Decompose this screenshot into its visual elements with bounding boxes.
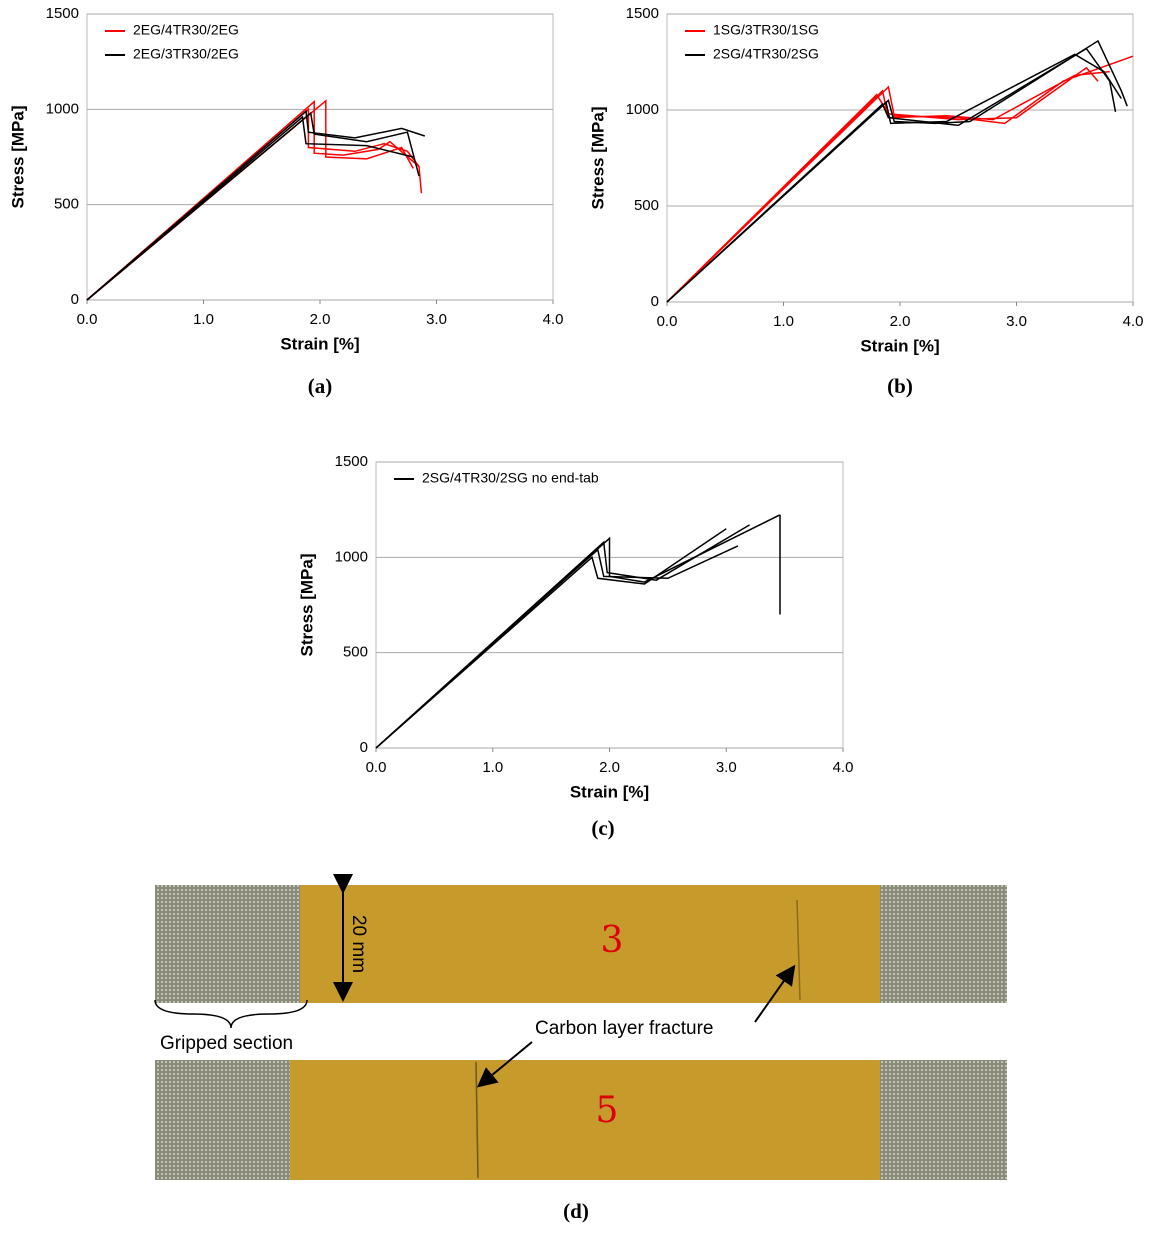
y-tick-label: 500 [634,197,659,214]
photo-panel: 20 mm Gripped section Carbon layer fract… [154,874,1007,1223]
legend-label: 2SG/4TR30/2SG [713,46,819,62]
y-tick-label: 0 [651,293,659,310]
grip-end [155,1060,290,1180]
curve [666,39,1128,303]
curve [86,99,414,301]
x-axis-title: Strain [%] [570,782,649,801]
specimen-mark: 5 [596,1090,619,1131]
panel-label: (b) [887,374,913,398]
y-tick-label: 500 [54,196,79,213]
y-tick-label: 1000 [46,100,79,117]
x-tick-label: 0.0 [77,311,98,328]
fracture-line [796,899,801,1001]
y-tick-label: 1500 [335,453,368,470]
panel-label: (a) [308,374,333,398]
curve [86,109,426,301]
x-tick-label: 4.0 [543,311,564,328]
grip-end [155,885,300,1003]
curve [666,70,1110,303]
plot-frame [375,461,844,749]
x-tick-label: 3.0 [1006,313,1027,330]
specimen-mark: 3 [601,920,624,961]
curve [375,514,781,749]
x-tick-label: 2.0 [599,759,620,776]
x-tick-label: 0.0 [366,759,387,776]
grip-label: Gripped section [160,1033,293,1054]
legend-label: 1SG/3TR30/1SG [713,22,819,38]
curve [666,53,1122,303]
y-tick-label: 1500 [46,5,79,22]
curve [666,66,1099,303]
x-axis-title: Strain [%] [860,336,939,355]
y-axis-title: Stress [MPa] [8,106,27,209]
y-tick-label: 1000 [626,101,659,118]
legend-label: 2SG/4TR30/2SG no end-tab [422,470,599,486]
specimen [155,1060,1007,1180]
fracture-label: Carbon layer fracture [535,1018,713,1039]
x-tick-label: 1.0 [773,313,794,330]
fracture-line [475,1061,479,1179]
x-tick-label: 2.0 [890,313,911,330]
curve [666,47,1117,303]
x-tick-label: 1.0 [482,759,503,776]
curve [375,524,750,749]
legend-label: 2EG/4TR30/2EG [133,22,239,38]
x-tick-label: 4.0 [833,759,854,776]
grip-end [880,885,1007,1003]
y-axis-title: Stress [MPa] [588,107,607,210]
x-tick-label: 0.0 [657,313,678,330]
legend-label: 2EG/3TR30/2EG [133,46,239,62]
arrow [476,1041,533,1088]
panel-label: (d) [563,1199,589,1223]
y-tick-label: 1500 [626,5,659,22]
arrow [754,964,796,1023]
x-tick-label: 4.0 [1123,313,1144,330]
curve [86,107,420,301]
y-tick-label: 0 [360,739,368,756]
y-axis-title: Stress [MPa] [297,554,316,657]
x-tick-label: 3.0 [426,311,447,328]
curve [86,100,423,301]
width-label: 20 mm [348,915,369,973]
curve [375,528,727,749]
panel-label: (c) [591,816,614,840]
y-tick-label: 1000 [335,548,368,565]
x-tick-label: 3.0 [716,759,737,776]
x-tick-label: 2.0 [310,311,331,328]
x-tick-label: 1.0 [193,311,214,328]
brace [154,999,308,1029]
y-tick-label: 0 [71,291,79,308]
curve [86,115,414,301]
y-tick-label: 500 [343,644,368,661]
curve [666,55,1134,303]
curve [86,111,420,301]
curve [375,545,739,749]
x-axis-title: Strain [%] [280,334,359,353]
grip-end [880,1060,1007,1180]
